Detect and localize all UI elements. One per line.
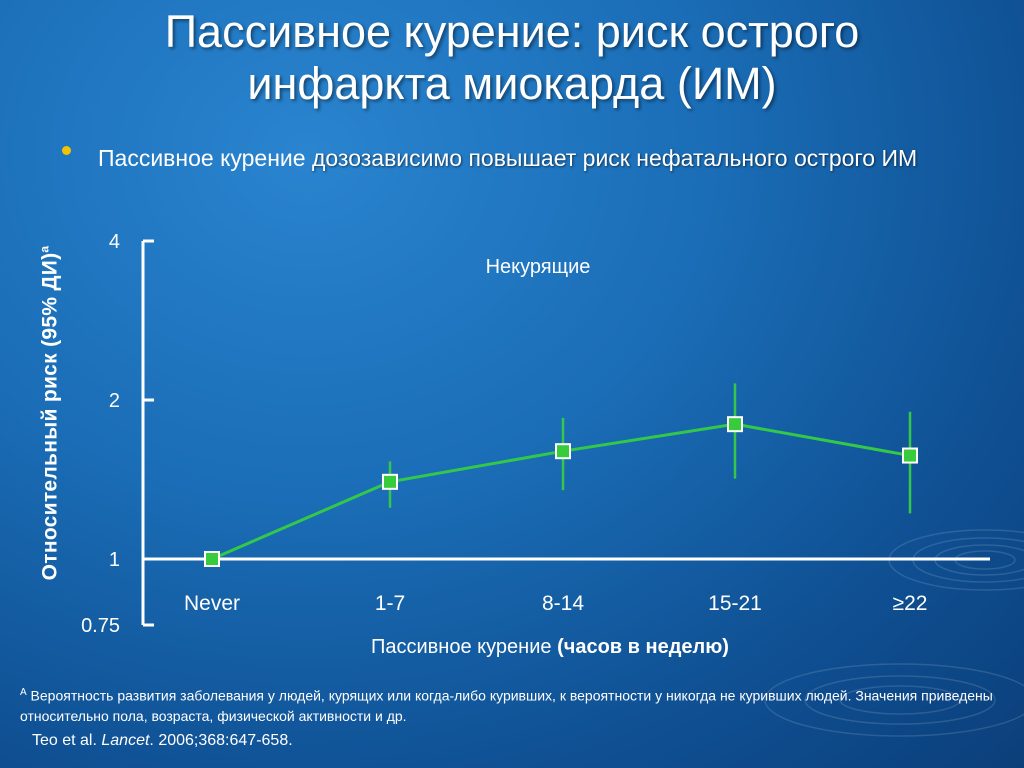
y-axis-label: Относительный риск (95% ДИ)a xyxy=(38,246,63,581)
x-tick-label: ≥22 xyxy=(893,592,928,615)
y-tick-label: 4 xyxy=(109,231,120,253)
footnote: A Вероятность развития заболевания у люд… xyxy=(20,686,1010,726)
bullet-text: Пассивное курение дозозависимо повышает … xyxy=(98,143,958,174)
chart-axes xyxy=(141,239,990,627)
footnote-text: Вероятность развития заболевания у людей… xyxy=(20,687,993,724)
citation: Teo et al. Lancet. 2006;368:647-658. xyxy=(32,732,293,750)
x-tick-label: Never xyxy=(184,592,240,615)
data-point-marker xyxy=(727,416,743,433)
bullet-text-highlight: дозозависимо повышает риск нефатального … xyxy=(311,145,918,171)
bullet-dot-icon xyxy=(62,146,71,155)
bullet-text-plain: Пассивное курение xyxy=(98,145,312,171)
chart-title: Некурящие xyxy=(486,256,591,278)
citation-journal: Lancet xyxy=(101,732,150,749)
x-axis-label-text: Пассивное курение xyxy=(371,636,558,658)
chart-labels: 0.75 1 2 4 Never 1-7 8-14 15-21 ≥22 Некурящие xyxy=(81,231,927,637)
footnote-marker: A xyxy=(20,687,27,698)
y-tick-label: 1 xyxy=(109,549,120,571)
error-bars xyxy=(388,383,912,514)
data-point-marker xyxy=(382,473,398,490)
x-axis-label-bold: (часов в неделю) xyxy=(557,636,729,658)
slide-title: Пассивное курение: риск острого инфаркта… xyxy=(20,6,1004,110)
x-tick-label: 8-14 xyxy=(542,592,584,615)
y-tick-label: 2 xyxy=(109,390,120,412)
x-tick-label: 15-21 xyxy=(708,592,762,615)
y-tick-label: 0.75 xyxy=(81,615,120,637)
y-axis-label-container: Относительный риск (95% ДИ)a xyxy=(27,211,73,616)
citation-details: . 2006;368:647-658. xyxy=(149,732,293,749)
y-axis-label-text: Относительный риск (95% ДИ) xyxy=(38,252,62,581)
title-line-1: Пассивное курение: риск острого xyxy=(164,6,860,57)
y-axis-label-superscript: a xyxy=(37,245,52,253)
citation-authors: Teo et al. xyxy=(32,732,102,749)
x-tick-label: 1-7 xyxy=(375,592,405,615)
x-axis-label: Пассивное курение (часов в неделю) xyxy=(280,636,820,659)
data-point-marker xyxy=(555,443,571,460)
data-point-marker xyxy=(902,447,918,464)
title-line-2: инфаркта миокарда (ИМ) xyxy=(247,58,777,110)
data-series xyxy=(204,416,918,568)
data-point-marker xyxy=(204,551,220,568)
